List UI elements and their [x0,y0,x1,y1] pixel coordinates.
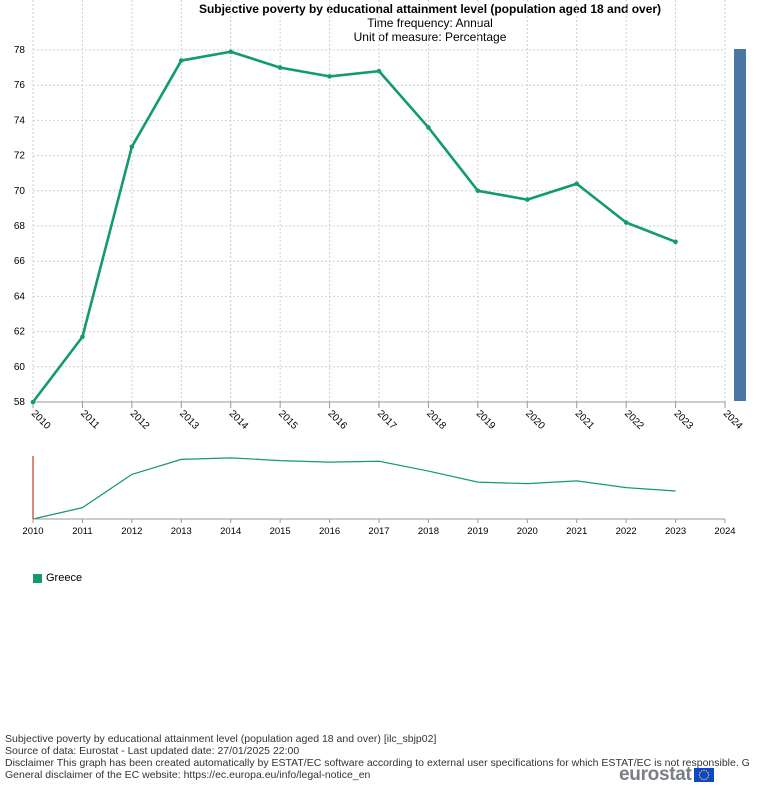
y-tick-label: 68 [14,221,26,232]
navigator-tick-label: 2018 [418,526,439,537]
grid [32,0,726,408]
navigator-tick-label: 2010 [22,526,43,537]
eu-flag-icon [693,768,714,782]
flag-star [698,776,701,778]
legend[interactable]: Greece [33,572,82,584]
y-tick-label: 70 [14,186,26,197]
flag-star [705,770,707,772]
footer: Subjective poverty by educational attain… [5,733,750,781]
flag-star [700,770,702,772]
y-tick-label: 58 [14,397,26,408]
navigator-tick-label: 2024 [714,526,735,537]
navigator-tick-label: 2013 [171,526,192,537]
footer-dataset: Subjective poverty by educational attain… [5,733,437,745]
data-point [524,197,530,202]
data-point [673,239,678,245]
flag-star [707,774,709,776]
data-point [30,399,36,405]
navigator-tick-label: 2023 [665,526,686,537]
navigator-tick-label: 2016 [319,526,340,537]
navigator-tick-label: 2015 [270,526,291,537]
data-point [277,65,283,70]
legend-label-greece[interactable]: Greece [46,572,83,584]
data-point [426,125,431,130]
chart-subtitle-frequency: Time frequency: Annual [367,16,493,30]
navigator-tick-label: 2011 [72,526,92,537]
flag-star [706,776,709,778]
vertical-scrollbar[interactable] [734,49,746,401]
navigator-tick-label: 2014 [220,526,241,537]
data-point [475,188,481,194]
y-axis-labels: 58 60 62 64 66 68 70 72 74 76 78 [14,45,26,408]
chart-subtitle-unit: Unit of measure: Percentage [353,30,507,44]
flag-star [702,769,705,772]
data-point [623,220,629,225]
y-tick-label: 60 [14,362,26,373]
data-point [574,181,580,187]
y-tick-label: 74 [14,115,26,126]
chart-title: Subjective poverty by educational attain… [198,2,662,16]
navigator-tick-label: 2012 [121,526,142,537]
footer-general-disclaimer: General disclaimer of the EC website: ht… [5,769,371,781]
y-tick-label: 76 [14,80,26,91]
chart-titles: Subjective poverty by educational attain… [0,2,774,44]
data-point [129,144,135,150]
y-tick-label: 62 [14,327,26,338]
navigator-tick-label: 2022 [616,526,637,537]
data-point [178,58,184,63]
flag-star [700,778,702,780]
flag-star [698,774,700,776]
navigator-tick-label: 2017 [368,526,389,537]
data-point [327,74,332,79]
navigator-chart[interactable]: 2010 2011 2012 2013 2014 2015 2016 2017 2018 2019… [0,0,774,560]
series-line-greece [31,50,677,403]
y-tick-label: 64 [14,291,26,302]
flag-star [706,772,709,774]
eurostat-logo: eurostat [619,764,714,786]
navigator[interactable]: 2010 2011 2012 2013 2014 2015 2016 2017 2018 2019… [22,456,736,537]
navigator-series-line [32,457,676,520]
flag-star [698,772,701,774]
flag-star [705,778,707,780]
navigator-tick-label: 2019 [467,526,488,537]
data-point [228,49,234,55]
footer-source: Source of data: Eurostat - Last updated … [5,745,300,757]
data-point [80,334,85,340]
legend-swatch-greece [33,573,42,583]
flag-star [702,778,705,781]
navigator-tick-label: 2021 [566,526,587,537]
y-tick-label: 66 [14,256,26,267]
eurostat-logo-text: eurostat [619,764,692,785]
y-tick-label: 78 [14,45,26,56]
series-greece [30,49,678,405]
navigator-tick-label: 2020 [517,526,538,537]
footer-disclaimer: Disclaimer This graph has been created a… [5,757,750,769]
data-point [376,68,382,74]
y-tick-label: 72 [14,151,26,162]
